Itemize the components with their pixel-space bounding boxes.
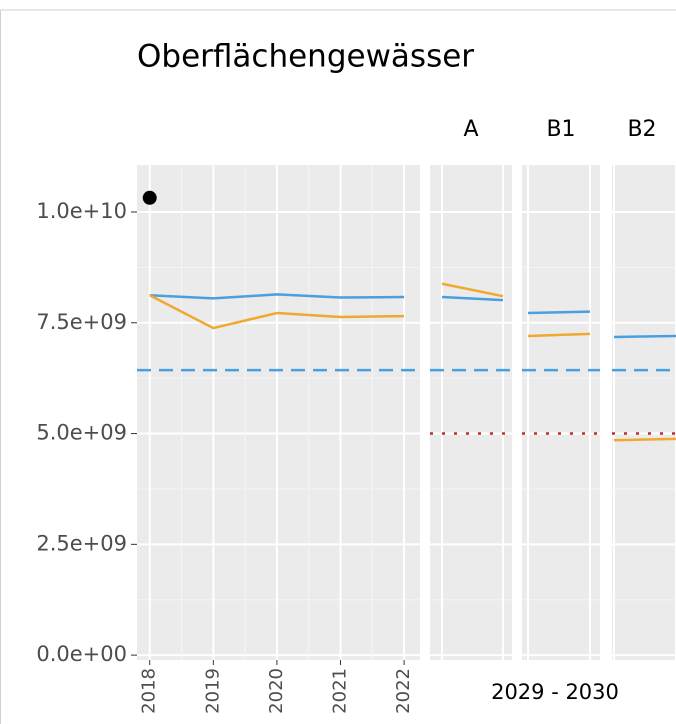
line: [613, 437, 676, 442]
panel: [612, 165, 676, 660]
line: [149, 294, 405, 330]
y-tick-label: 1.0e+10: [36, 199, 127, 223]
panel: [137, 165, 420, 660]
line: [527, 310, 591, 315]
y-tick-label: 7.5e+09: [36, 310, 127, 334]
line: [613, 334, 676, 339]
line: [527, 332, 591, 338]
strip-label: B2: [627, 117, 656, 142]
x-tick-label: 2020: [266, 668, 287, 714]
strip-label: B1: [546, 117, 575, 142]
line: [149, 293, 405, 300]
strip-label: A: [463, 117, 478, 142]
x-label: 2029 - 2030: [491, 680, 619, 704]
chart-title: Oberflächengewässer: [137, 39, 474, 75]
panel: [430, 165, 512, 660]
x-tick-label: 2022: [393, 668, 414, 714]
y-tick-label: 2.5e+09: [36, 531, 127, 555]
x-tick-label: 2021: [330, 668, 351, 714]
line: [441, 295, 504, 302]
line: [441, 282, 504, 298]
x-tick-label: 2019: [202, 668, 223, 714]
y-tick-label: 0.0e+00: [36, 642, 127, 666]
panel: [522, 165, 600, 660]
y-tick-label: 5.0e+09: [36, 421, 127, 445]
point: [142, 190, 157, 205]
x-tick-label: 2018: [139, 668, 160, 714]
